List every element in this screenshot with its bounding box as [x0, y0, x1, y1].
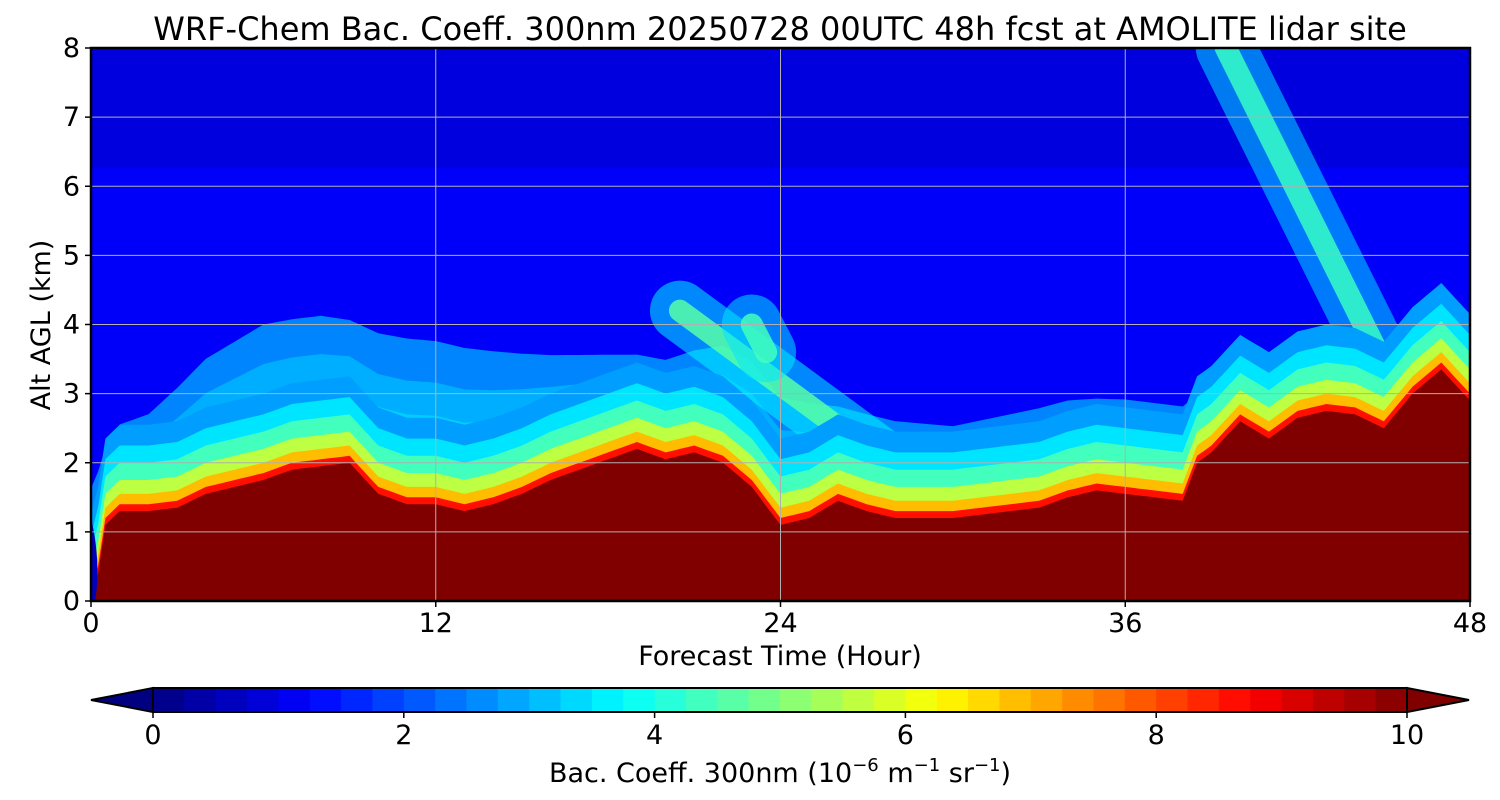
colorbar-frame	[152, 687, 1408, 713]
colorbar-extend-max	[1406, 686, 1470, 714]
chart-title: WRF-Chem Bac. Coeff. 300nm 20250728 00UT…	[153, 10, 1407, 48]
colorbar-segment	[1093, 688, 1126, 712]
colorbar-segment	[1281, 688, 1314, 712]
colorbar-segment	[560, 688, 593, 712]
colorbar-tick-label: 6	[897, 720, 914, 751]
colorbar-tick-label: 4	[646, 720, 663, 751]
x-tick-label: 24	[763, 608, 797, 639]
colorbar-extend-min	[90, 686, 154, 714]
y-tick-label: 0	[63, 586, 80, 617]
colorbar-segment	[1124, 688, 1157, 712]
colorbar-segment	[811, 688, 844, 712]
colorbar-segment	[1375, 688, 1408, 712]
colorbar-segments	[153, 688, 1408, 712]
colorbar-segment	[1187, 688, 1220, 712]
colorbar-segment	[309, 688, 342, 712]
y-tick-label: 6	[63, 171, 80, 202]
colorbar-segment	[184, 688, 217, 712]
colorbar-label: Bac. Coeff. 300nm (10−6 m−1 sr−1)	[549, 755, 1011, 789]
y-axis: 0 1 2 3 4 5 6 7 8	[63, 33, 91, 617]
colorbar-segment	[874, 688, 906, 712]
colorbar-segment	[215, 688, 248, 712]
y-tick-label: 1	[63, 517, 80, 548]
colorbar-ticks: 0 2 4 6 8 10	[144, 712, 1424, 751]
colorbar-segment	[654, 688, 687, 712]
colorbar-segment	[466, 688, 499, 712]
colorbar-segment	[623, 688, 656, 712]
colorbar-segment	[247, 688, 279, 712]
colorbar-label-exp-2: −1	[914, 755, 941, 776]
y-tick-label: 5	[63, 240, 80, 271]
colorbar-segment	[748, 688, 781, 712]
colorbar-label-suffix: )	[1000, 758, 1011, 789]
colorbar-segment	[968, 688, 1001, 712]
colorbar-segment	[1062, 688, 1095, 712]
colorbar-segment	[529, 688, 562, 712]
colorbar-tick-label: 2	[395, 720, 412, 751]
colorbar-label-mid: m	[879, 758, 914, 789]
near-surface-gap	[91, 518, 98, 601]
colorbar-segment	[497, 688, 530, 712]
x-axis: 0 12 24 36 48	[82, 601, 1487, 639]
colorbar-segment	[591, 688, 624, 712]
colorbar-segment	[1156, 688, 1189, 712]
colorbar-tick-label: 0	[144, 720, 161, 751]
y-axis-label: Alt AGL (km)	[26, 240, 57, 411]
x-axis-label: Forecast Time (Hour)	[638, 641, 922, 672]
colorbar-tick-label: 8	[1148, 720, 1165, 751]
colorbar-segment	[842, 688, 875, 712]
colorbar-segment	[278, 688, 311, 712]
y-tick-label: 7	[63, 102, 80, 133]
colorbar-segment	[153, 688, 185, 712]
y-tick-label: 8	[63, 33, 80, 64]
colorbar-label-exp-1: −6	[852, 755, 879, 776]
colorbar-label-mid-2: sr	[940, 758, 975, 789]
colorbar-segment	[905, 688, 938, 712]
colorbar-segment	[1250, 688, 1283, 712]
x-tick-label: 36	[1108, 608, 1142, 639]
colorbar-segment	[780, 688, 812, 712]
colorbar-segment	[685, 688, 718, 712]
colorbar-segment	[435, 688, 468, 712]
y-tick-label: 3	[63, 379, 80, 410]
colorbar-label-prefix: Bac. Coeff. 300nm (10	[549, 758, 852, 789]
colorbar-segment	[717, 688, 750, 712]
x-tick-label: 0	[82, 608, 99, 639]
colorbar-segment	[1312, 688, 1345, 712]
colorbar-tick-label: 10	[1390, 720, 1424, 751]
colorbar-segment	[1218, 688, 1251, 712]
y-tick-label: 4	[63, 310, 80, 341]
x-tick-label: 48	[1453, 608, 1487, 639]
colorbar: 0 2 4 6 8 10 Bac. Coeff. 300nm (10−6 m−1 sr−1…	[90, 686, 1470, 789]
plume-streak-core	[740, 313, 778, 364]
x-tick-label: 12	[419, 608, 453, 639]
colorbar-segment	[999, 688, 1032, 712]
colorbar-segment	[341, 688, 374, 712]
colorbar-segment	[403, 688, 436, 712]
colorbar-segment	[372, 688, 405, 712]
colorbar-label-exp-3: −1	[974, 755, 1001, 776]
colorbar-segment	[936, 688, 969, 712]
colorbar-segment	[1030, 688, 1063, 712]
y-tick-label: 2	[63, 448, 80, 479]
colorbar-segment	[1344, 688, 1377, 712]
